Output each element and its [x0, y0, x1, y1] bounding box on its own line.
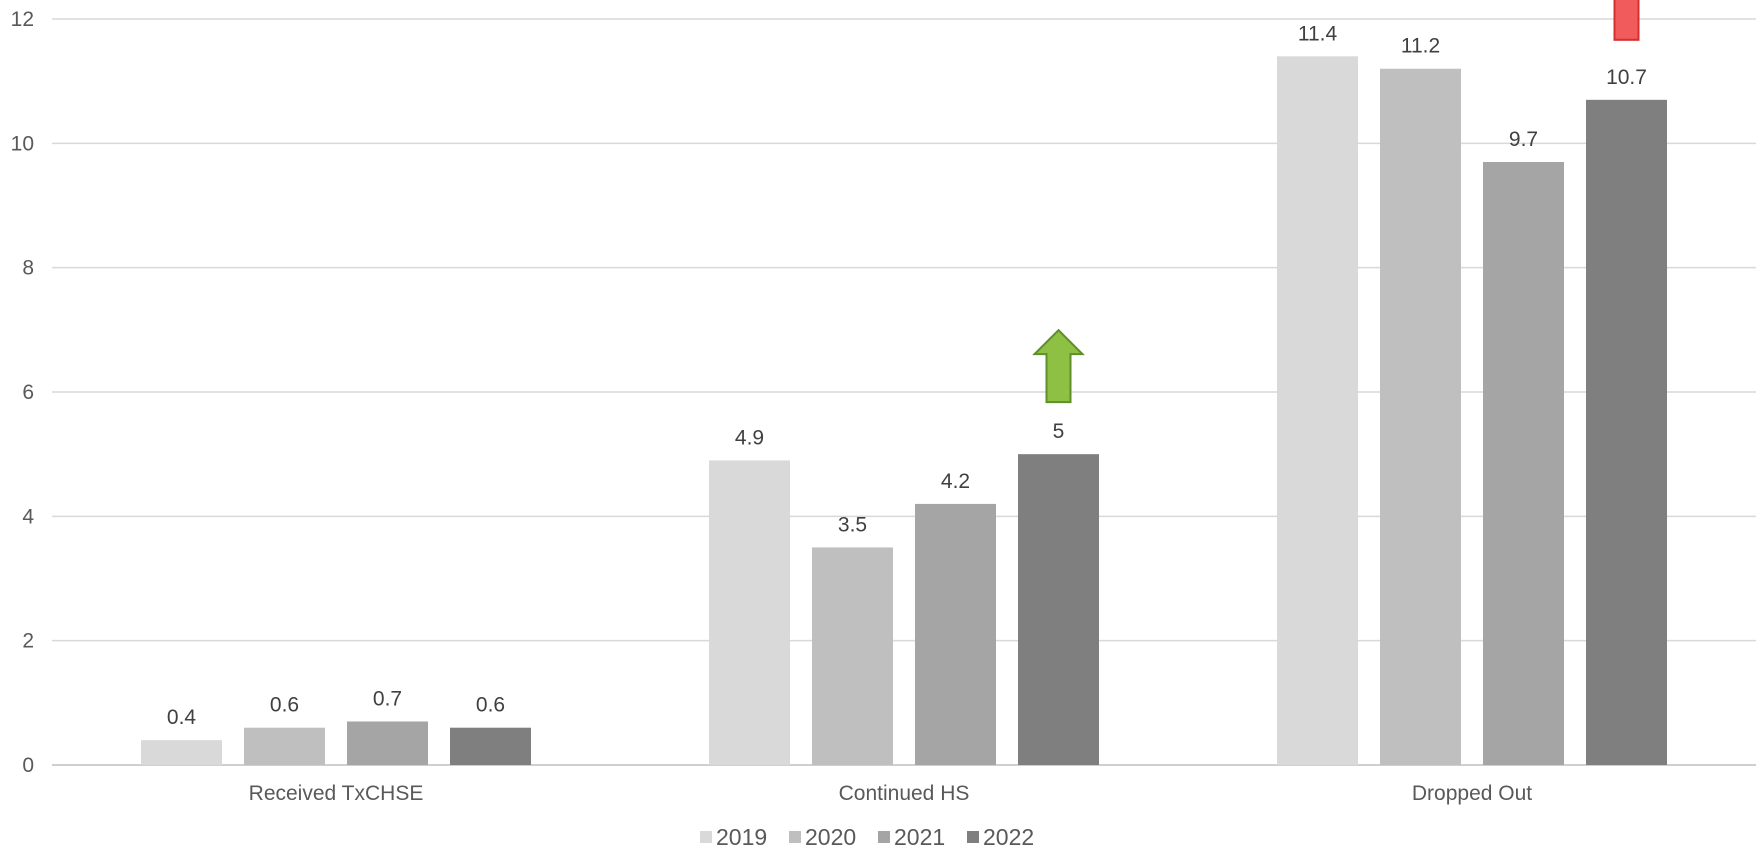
data-label: 11.2 — [1401, 35, 1440, 58]
data-label: 10.7 — [1606, 66, 1647, 89]
data-label: 0.6 — [476, 694, 505, 717]
data-label: 5 — [1053, 420, 1065, 443]
legend-label: 2020 — [805, 824, 856, 850]
data-label: 9.7 — [1509, 128, 1538, 151]
bar — [812, 547, 893, 765]
bar — [244, 727, 325, 765]
up-arrow-icon — [1032, 328, 1085, 404]
bar — [1277, 56, 1358, 766]
down-arrow-icon — [1613, 0, 1640, 41]
legend-label: 2022 — [983, 824, 1034, 850]
data-labels: 0.4 0.6 0.7 0.6 4.9 3.5 4.2 5 11.4 11.2 9.7 10.7 — [167, 22, 1647, 729]
y-tick-label: 10 — [11, 132, 34, 155]
data-label: 0.7 — [373, 687, 402, 710]
legend: 2019 2020 2021 2022 — [700, 824, 1034, 850]
y-tick-label: 4 — [22, 505, 34, 528]
bar — [347, 721, 428, 765]
bar — [450, 727, 531, 765]
y-tick-label: 0 — [22, 754, 34, 777]
legend-swatch — [967, 831, 979, 843]
x-category-label: Received TxCHSE — [249, 782, 424, 805]
x-category-label: Continued HS — [839, 782, 970, 805]
data-label: 11.4 — [1298, 22, 1338, 45]
y-tick-label: 8 — [22, 257, 34, 280]
bar — [141, 740, 222, 765]
data-label: 3.5 — [838, 513, 867, 536]
x-category-label: Dropped Out — [1412, 782, 1532, 805]
gridlines — [52, 18, 1756, 766]
y-tick-label: 6 — [22, 381, 34, 404]
trend-arrows — [1032, 0, 1640, 404]
data-label: 0.6 — [270, 694, 299, 717]
y-axis: 0 2 4 6 8 10 12 — [11, 8, 35, 777]
data-label: 0.4 — [167, 706, 197, 729]
data-label: 4.9 — [735, 426, 764, 449]
y-tick-label: 12 — [11, 8, 34, 31]
bar-series — [141, 56, 1667, 766]
bar — [1380, 68, 1461, 765]
bar — [915, 503, 996, 765]
legend-label: 2019 — [716, 824, 767, 850]
bar — [1483, 161, 1564, 765]
bar — [1586, 99, 1667, 766]
x-axis: Received TxCHSE Continued HS Dropped Out — [249, 782, 1533, 805]
legend-swatch — [700, 831, 712, 843]
bar — [709, 460, 790, 765]
legend-label: 2021 — [894, 824, 945, 850]
legend-swatch — [878, 831, 890, 843]
data-label: 4.2 — [941, 470, 970, 493]
bar — [1018, 454, 1099, 765]
legend-swatch — [789, 831, 801, 843]
y-tick-label: 2 — [22, 630, 34, 653]
